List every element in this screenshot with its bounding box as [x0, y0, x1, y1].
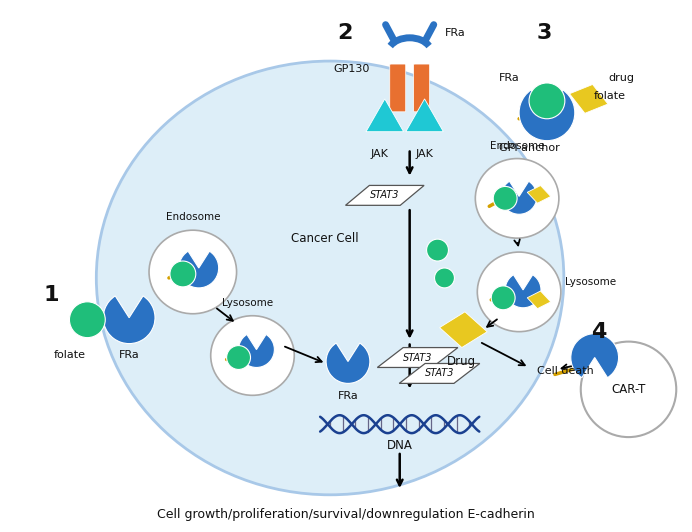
Text: FRa: FRa: [444, 28, 465, 38]
Text: STAT3: STAT3: [370, 190, 399, 201]
Text: 1: 1: [44, 285, 60, 305]
Wedge shape: [519, 90, 575, 140]
Circle shape: [581, 342, 676, 437]
Text: folate: folate: [53, 350, 85, 360]
Text: GPI anchor: GPI anchor: [499, 143, 559, 153]
Ellipse shape: [149, 230, 237, 314]
Text: FRa: FRa: [119, 350, 140, 360]
Text: Endosome: Endosome: [165, 212, 220, 222]
Circle shape: [435, 268, 455, 288]
Text: 4: 4: [591, 322, 606, 342]
Text: JAK: JAK: [416, 148, 433, 159]
Wedge shape: [326, 343, 370, 384]
Circle shape: [491, 286, 515, 310]
Wedge shape: [239, 335, 274, 368]
Wedge shape: [179, 251, 219, 288]
Text: Drug: Drug: [447, 354, 476, 368]
Text: 3: 3: [536, 23, 552, 43]
Text: Cancer Cell: Cancer Cell: [291, 231, 359, 245]
Circle shape: [170, 261, 196, 287]
Polygon shape: [527, 186, 551, 203]
Text: Cell growth/proliferation/survival/downregulation E-cadherin: Cell growth/proliferation/survival/downr…: [157, 508, 535, 521]
Ellipse shape: [475, 159, 559, 238]
Circle shape: [529, 83, 565, 119]
Text: Endosome: Endosome: [490, 140, 545, 151]
Polygon shape: [570, 85, 608, 113]
Text: CAR-T: CAR-T: [611, 383, 646, 396]
Circle shape: [69, 302, 105, 338]
Text: drug: drug: [609, 73, 635, 83]
Polygon shape: [406, 99, 444, 132]
Wedge shape: [103, 296, 155, 344]
FancyBboxPatch shape: [414, 64, 430, 112]
Text: Cell death: Cell death: [537, 367, 594, 377]
Wedge shape: [505, 275, 541, 308]
FancyBboxPatch shape: [390, 64, 406, 112]
Text: Lysosome: Lysosome: [222, 298, 273, 308]
Polygon shape: [345, 186, 424, 205]
Polygon shape: [439, 312, 487, 347]
Polygon shape: [366, 99, 403, 132]
Circle shape: [493, 186, 517, 210]
Text: 2: 2: [337, 23, 353, 43]
Wedge shape: [571, 334, 619, 378]
Text: GP130: GP130: [334, 64, 370, 74]
Text: FRa: FRa: [499, 73, 520, 83]
Circle shape: [226, 346, 251, 369]
Text: folate: folate: [594, 91, 626, 101]
Wedge shape: [501, 181, 537, 214]
Text: DNA: DNA: [387, 439, 412, 452]
Polygon shape: [399, 363, 480, 384]
Ellipse shape: [477, 252, 561, 331]
Polygon shape: [377, 347, 458, 368]
Text: STAT3: STAT3: [425, 369, 454, 378]
Polygon shape: [527, 291, 551, 309]
Text: STAT3: STAT3: [403, 353, 432, 362]
Circle shape: [426, 239, 448, 261]
Text: Lysosome: Lysosome: [565, 277, 616, 287]
Text: JAK: JAK: [371, 148, 389, 159]
Text: FRa: FRa: [338, 392, 358, 401]
Ellipse shape: [210, 315, 294, 395]
Ellipse shape: [96, 61, 564, 495]
